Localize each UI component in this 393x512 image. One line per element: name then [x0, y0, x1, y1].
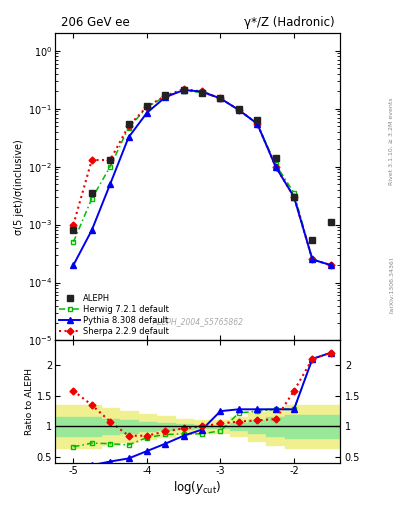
Y-axis label: Ratio to ALEPH: Ratio to ALEPH — [25, 369, 34, 435]
Y-axis label: σ(5 jet)/σ(inclusive): σ(5 jet)/σ(inclusive) — [14, 139, 24, 235]
Text: γ*/Z (Hadronic): γ*/Z (Hadronic) — [244, 16, 334, 29]
X-axis label: $\log(y_{\rm cut})$: $\log(y_{\rm cut})$ — [173, 479, 222, 496]
Text: [arXiv:1306.3436]: [arXiv:1306.3436] — [389, 257, 393, 313]
Text: Rivet 3.1.10, ≥ 3.2M events: Rivet 3.1.10, ≥ 3.2M events — [389, 97, 393, 185]
Text: 206 GeV ee: 206 GeV ee — [61, 16, 129, 29]
Legend: ALEPH, Herwig 7.2.1 default, Pythia 8.308 default, Sherpa 2.2.9 default: ALEPH, Herwig 7.2.1 default, Pythia 8.30… — [57, 292, 171, 338]
Text: ALEPH_2004_S5765862: ALEPH_2004_S5765862 — [152, 317, 243, 327]
